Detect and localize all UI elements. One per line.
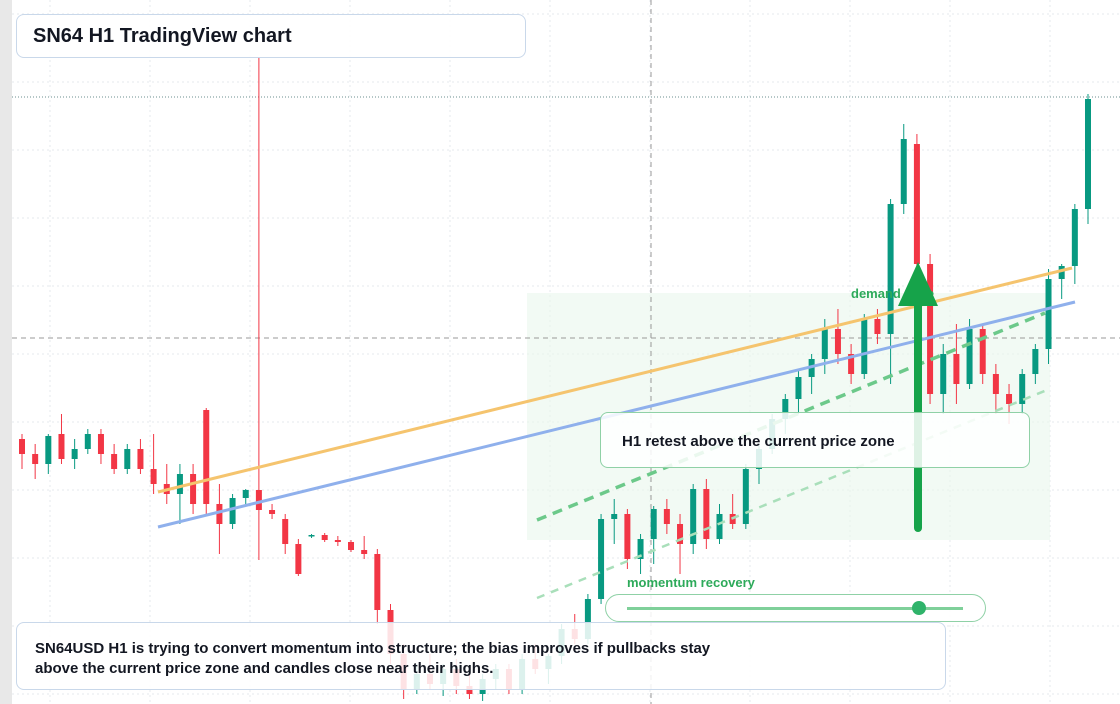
candle-body bbox=[848, 354, 855, 374]
candle-body bbox=[58, 434, 65, 459]
candle-body bbox=[308, 535, 315, 537]
note-box: SN64USD H1 is trying to convert momentum… bbox=[16, 622, 946, 690]
candle-body bbox=[203, 410, 210, 504]
candle-body bbox=[953, 354, 960, 384]
candle-body bbox=[150, 469, 157, 484]
candle-body bbox=[45, 436, 52, 464]
candle-body bbox=[190, 474, 197, 504]
candle-body bbox=[834, 329, 841, 354]
candle-body bbox=[1019, 374, 1026, 404]
candle-body bbox=[71, 449, 78, 459]
candle-body bbox=[677, 524, 684, 544]
candle-body bbox=[900, 139, 907, 204]
candle-body bbox=[19, 439, 25, 454]
candle-body bbox=[887, 204, 894, 334]
candle-body bbox=[992, 374, 999, 394]
candle-body bbox=[111, 454, 118, 469]
candle-body bbox=[124, 449, 131, 469]
candle-body bbox=[1071, 209, 1078, 266]
candle-body bbox=[176, 474, 183, 494]
candle-body bbox=[598, 519, 605, 599]
retest-box: H1 retest above the current price zone bbox=[600, 412, 1030, 468]
candle-body bbox=[637, 539, 644, 559]
candle-body bbox=[979, 329, 986, 374]
candle-body bbox=[624, 514, 631, 559]
candle-body bbox=[821, 329, 828, 359]
candle-body bbox=[913, 144, 920, 264]
candle-body bbox=[742, 469, 749, 524]
channel-lower bbox=[536, 388, 1048, 600]
candle-body bbox=[782, 399, 789, 419]
candle-body bbox=[466, 686, 473, 694]
candle-body bbox=[861, 319, 868, 374]
momentum-slider bbox=[605, 594, 986, 622]
candle-body bbox=[703, 489, 710, 539]
candle-body bbox=[334, 540, 341, 542]
candle-body bbox=[255, 490, 262, 510]
candle-body bbox=[137, 449, 144, 469]
slider-knob bbox=[912, 601, 926, 615]
candle-body bbox=[940, 354, 947, 394]
candle-body bbox=[716, 514, 723, 539]
candle-body bbox=[216, 504, 223, 524]
candle-body bbox=[374, 554, 381, 610]
candle-body bbox=[1045, 279, 1052, 349]
candle-body bbox=[966, 329, 973, 384]
candle-body bbox=[611, 514, 618, 519]
candle-body bbox=[282, 519, 289, 544]
title-box: SN64 H1 TradingView chart bbox=[16, 14, 526, 58]
note-text: SN64USD H1 is trying to convert momentum… bbox=[35, 640, 711, 677]
candle-body bbox=[1032, 349, 1039, 374]
left-edge bbox=[0, 0, 12, 704]
candle-body bbox=[650, 509, 657, 539]
candle-body bbox=[690, 489, 697, 544]
candle-body bbox=[321, 535, 328, 540]
arrow-head bbox=[898, 262, 938, 306]
candle-body bbox=[874, 319, 881, 334]
candle-body bbox=[97, 434, 104, 454]
candle-body bbox=[32, 454, 39, 464]
candle-body bbox=[242, 490, 249, 498]
candle-body bbox=[348, 542, 355, 550]
candle-body bbox=[663, 509, 670, 524]
candle-body bbox=[927, 264, 934, 394]
candle-body bbox=[84, 434, 91, 449]
candle-body bbox=[1085, 99, 1091, 209]
candle-body bbox=[795, 377, 802, 399]
candle-body bbox=[361, 550, 368, 554]
candle-body bbox=[229, 498, 236, 524]
candle-body bbox=[269, 510, 276, 514]
candle-body bbox=[584, 599, 591, 639]
candle-body bbox=[1058, 266, 1065, 279]
slider-track bbox=[627, 607, 963, 610]
candle-body bbox=[295, 544, 302, 574]
candle-body bbox=[1006, 394, 1013, 404]
momentum-label: momentum recovery bbox=[627, 575, 755, 590]
